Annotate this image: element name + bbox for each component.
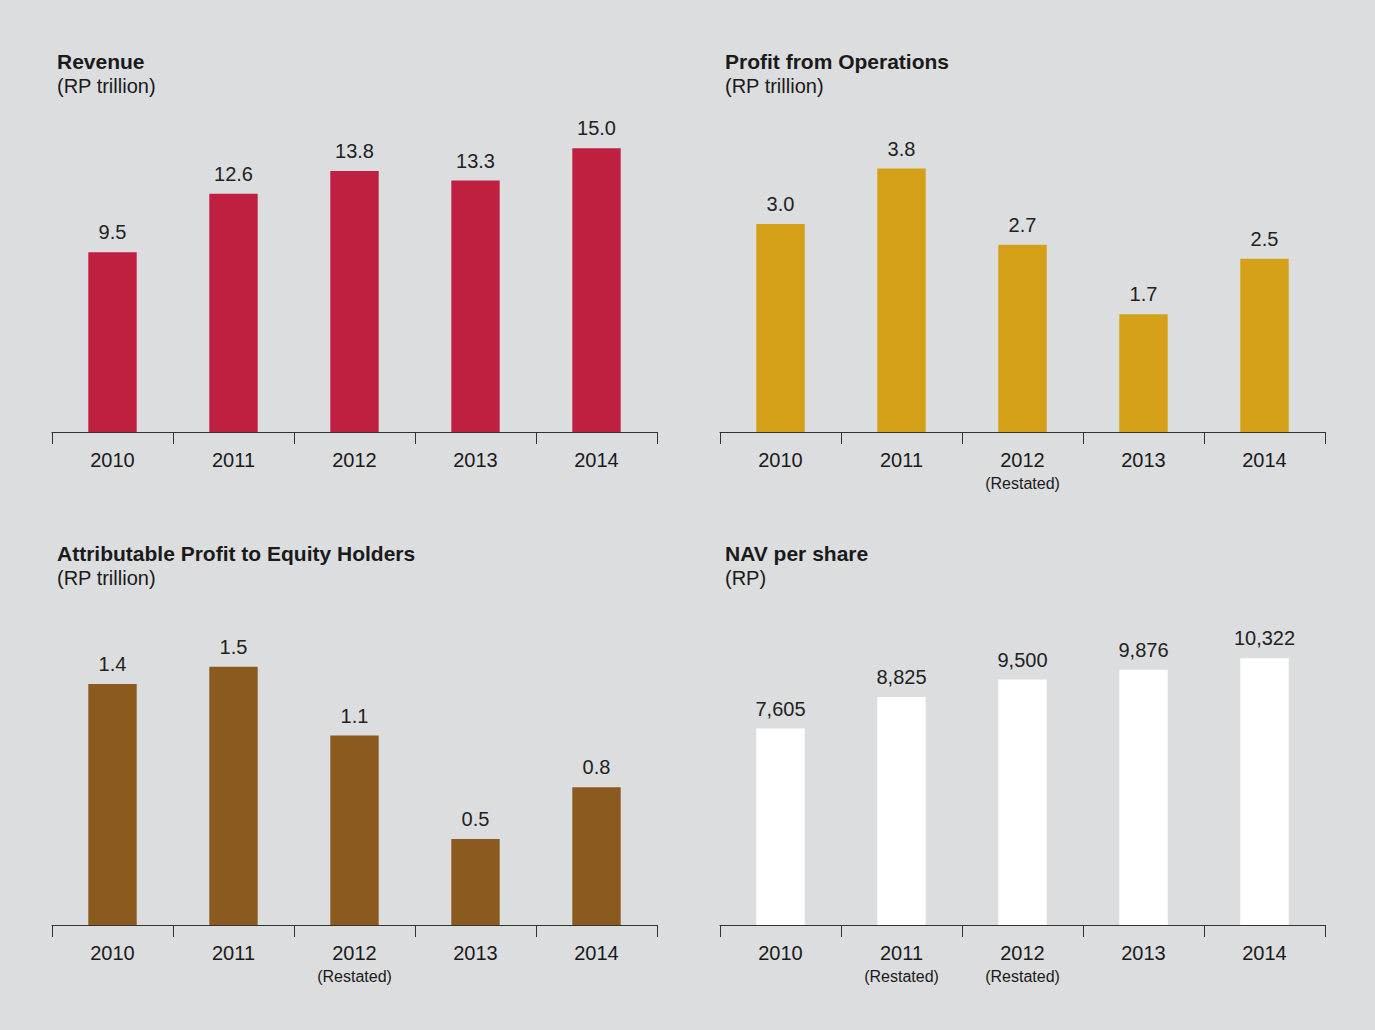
svg-text:1.4: 1.4 — [99, 653, 127, 675]
svg-text:9,500: 9,500 — [997, 649, 1047, 671]
svg-text:2013: 2013 — [453, 942, 498, 964]
svg-text:2011: 2011 — [880, 449, 923, 471]
svg-text:1.5: 1.5 — [220, 636, 248, 658]
svg-text:2012: 2012 — [332, 942, 377, 964]
svg-text:2014: 2014 — [574, 942, 619, 964]
svg-text:2012: 2012 — [1000, 449, 1045, 471]
svg-text:2012: 2012 — [1000, 942, 1045, 964]
svg-text:0.8: 0.8 — [583, 756, 611, 778]
svg-text:10,322: 10,322 — [1234, 627, 1295, 649]
svg-text:1.1: 1.1 — [341, 705, 369, 727]
svg-text:2.7: 2.7 — [1009, 214, 1037, 236]
svg-text:2010: 2010 — [90, 449, 135, 471]
svg-text:13.8: 13.8 — [335, 140, 374, 162]
svg-text:(Restated): (Restated) — [317, 968, 392, 985]
svg-text:Attributable Profit to Equity: Attributable Profit to Equity Holders — [57, 542, 415, 565]
svg-text:2010: 2010 — [758, 942, 803, 964]
svg-text:2010: 2010 — [90, 942, 135, 964]
svg-text:2011: 2011 — [212, 942, 255, 964]
svg-text:0.5: 0.5 — [462, 808, 490, 830]
svg-text:2013: 2013 — [1121, 942, 1166, 964]
svg-text:2014: 2014 — [1242, 942, 1287, 964]
svg-text:2012: 2012 — [332, 449, 377, 471]
svg-text:2013: 2013 — [453, 449, 498, 471]
svg-text:(Restated): (Restated) — [864, 968, 939, 985]
svg-text:(RP trillion): (RP trillion) — [57, 75, 156, 97]
svg-text:2011: 2011 — [880, 942, 923, 964]
svg-text:(Restated): (Restated) — [985, 475, 1060, 492]
svg-text:1.7: 1.7 — [1130, 283, 1158, 305]
svg-text:9.5: 9.5 — [99, 221, 127, 243]
svg-text:Profit from Operations: Profit from Operations — [725, 50, 949, 73]
svg-text:13.3: 13.3 — [456, 150, 495, 172]
svg-text:2013: 2013 — [1121, 449, 1166, 471]
svg-text:NAV per share: NAV per share — [725, 542, 868, 565]
svg-text:9,876: 9,876 — [1118, 639, 1168, 661]
svg-text:(RP trillion): (RP trillion) — [57, 567, 156, 589]
svg-text:3.8: 3.8 — [888, 138, 916, 160]
svg-text:8,825: 8,825 — [876, 666, 926, 688]
svg-text:2014: 2014 — [574, 449, 619, 471]
svg-text:(RP trillion): (RP trillion) — [725, 75, 824, 97]
svg-text:(RP): (RP) — [725, 567, 766, 589]
svg-text:2.5: 2.5 — [1251, 228, 1279, 250]
svg-text:2014: 2014 — [1242, 449, 1287, 471]
svg-text:12.6: 12.6 — [214, 163, 253, 185]
svg-text:2011: 2011 — [212, 449, 255, 471]
svg-text:7,605: 7,605 — [755, 698, 805, 720]
svg-text:Revenue: Revenue — [57, 50, 145, 73]
svg-text:15.0: 15.0 — [577, 117, 616, 139]
svg-text:3.0: 3.0 — [767, 193, 795, 215]
svg-text:2010: 2010 — [758, 449, 803, 471]
svg-text:(Restated): (Restated) — [985, 968, 1060, 985]
